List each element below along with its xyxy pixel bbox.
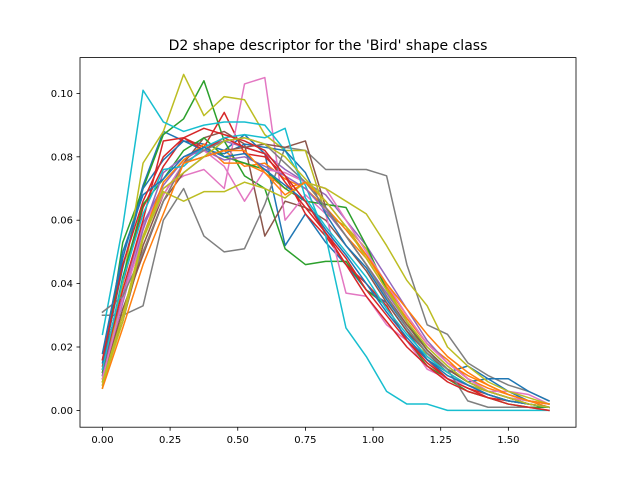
x-tick-label: 0.00 [91, 435, 113, 446]
series-line-10 [101, 89, 550, 412]
y-tick-label: 0.02 [51, 343, 73, 354]
series-line-21 [101, 146, 550, 409]
y-tick-label: 0.00 [51, 406, 73, 417]
x-tick-label: 1.50 [497, 435, 519, 446]
plot-area-frame [79, 57, 577, 428]
series-line-1 [101, 130, 550, 405]
x-tick-label: 0.25 [159, 435, 181, 446]
series-line-19 [101, 181, 550, 405]
series-layer [101, 73, 550, 412]
x-tick-label: 1.00 [362, 435, 384, 446]
series-line-23 [101, 127, 550, 412]
x-tick-label: 1.25 [430, 435, 452, 446]
chart-title: D2 shape descriptor for the 'Bird' shape… [169, 38, 488, 54]
series-line-8 [101, 146, 550, 402]
series-line-11 [101, 140, 550, 402]
x-axis: 0.00 0.25 0.50 0.75 1.00 1.25 1.50 [91, 427, 519, 446]
series-line-18 [101, 137, 550, 412]
y-tick-label: 0.06 [51, 216, 73, 227]
y-axis: 0.00 0.02 0.04 0.06 0.08 0.10 [51, 89, 80, 417]
y-tick-label: 0.04 [51, 279, 73, 290]
x-tick-label: 0.75 [294, 435, 316, 446]
y-tick-label: 0.08 [51, 152, 73, 163]
y-tick-label: 0.10 [51, 89, 73, 100]
x-tick-label: 0.50 [227, 435, 249, 446]
series-line-24 [101, 137, 550, 409]
